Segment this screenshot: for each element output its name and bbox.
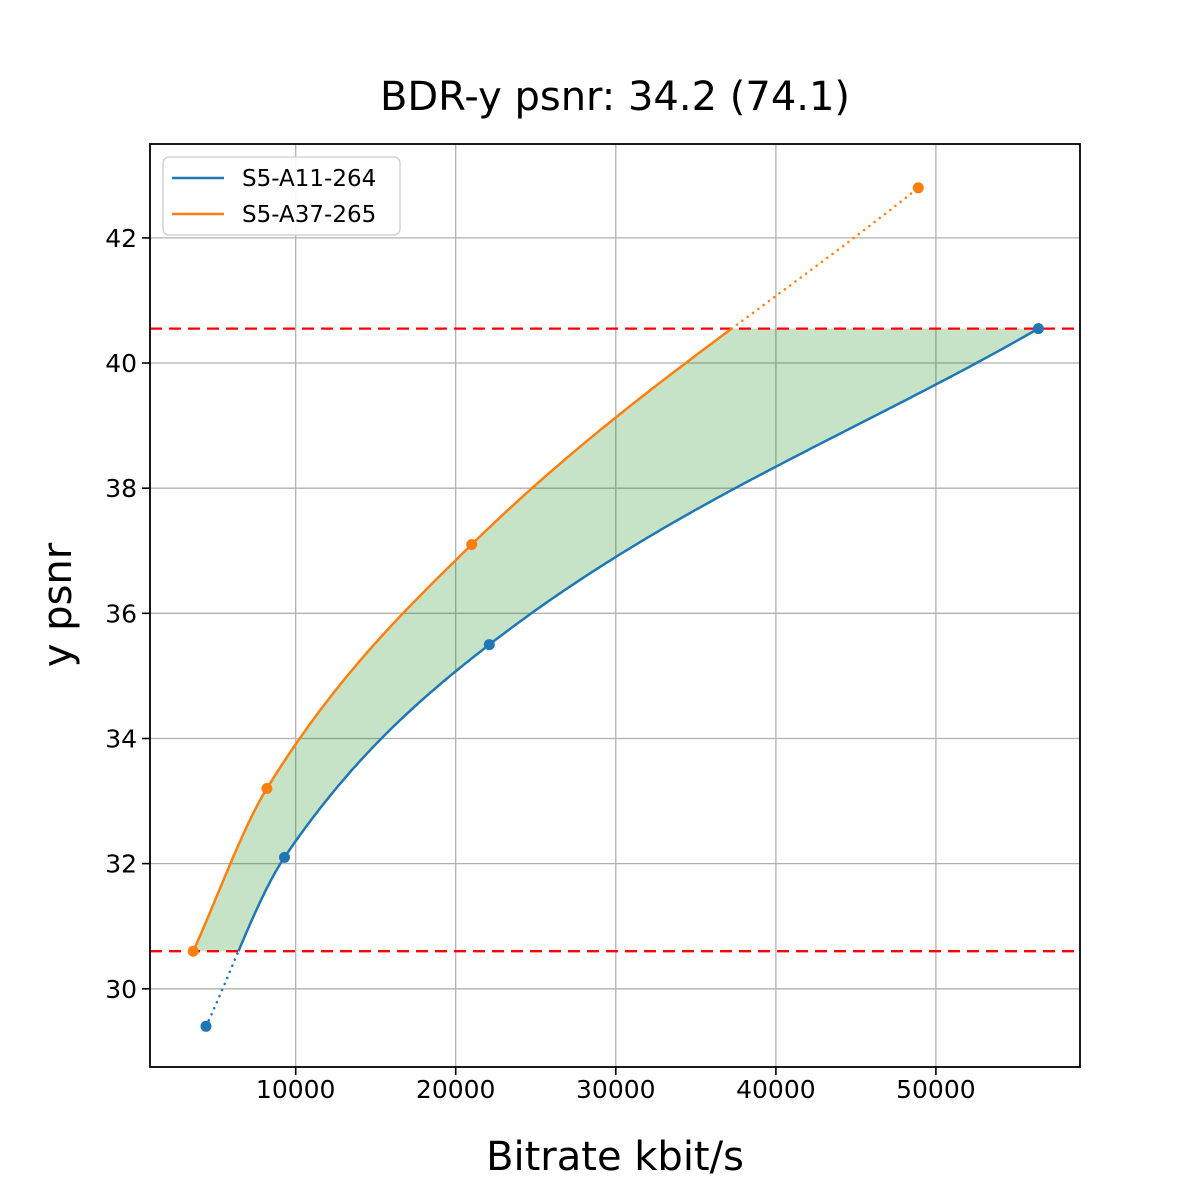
series-curve-dotted-S5-A11-264 [204,949,240,1028]
y-tick-label: 42 [105,224,137,253]
data-point-marker [466,539,478,550]
y-tick-label: 36 [105,599,137,628]
data-point-marker [912,182,924,194]
x-tick-label: 40000 [736,1075,816,1104]
legend-entry-label: S5-A37-265 [242,202,376,228]
y-tick-label: 38 [105,474,137,503]
x-tick-label: 10000 [256,1075,336,1104]
plot-border [149,143,1081,1068]
y-tick-label: 40 [105,349,137,378]
legend-box [162,156,401,236]
x-tick-label: 30000 [576,1075,656,1104]
chart-title: BDR-y psnr: 34.2 (74.1) [379,74,851,120]
x-tick-label: 50000 [896,1075,976,1104]
y-tick-label: 32 [105,850,137,879]
data-point-marker [279,851,290,863]
y-axis-label: y psnr [35,542,81,668]
y-tick-label: 34 [105,725,137,754]
legend-entry-label: S5-A11-264 [242,166,376,192]
series-curve-dotted-S5-A37-265 [730,186,920,330]
series-curve-S5-A37-265 [192,327,733,952]
bd-overlap-fill [193,328,1039,952]
data-point-marker [1032,323,1044,335]
data-point-marker [200,1020,212,1032]
x-tick-label: 20000 [416,1075,496,1104]
data-point-marker [483,639,495,651]
y-tick-label: 30 [105,975,137,1004]
data-point-marker [187,945,199,957]
x-axis-label: Bitrate kbit/s [486,1134,744,1180]
series-curve-S5-A11-264 [237,327,1040,952]
data-point-marker [261,783,273,794]
